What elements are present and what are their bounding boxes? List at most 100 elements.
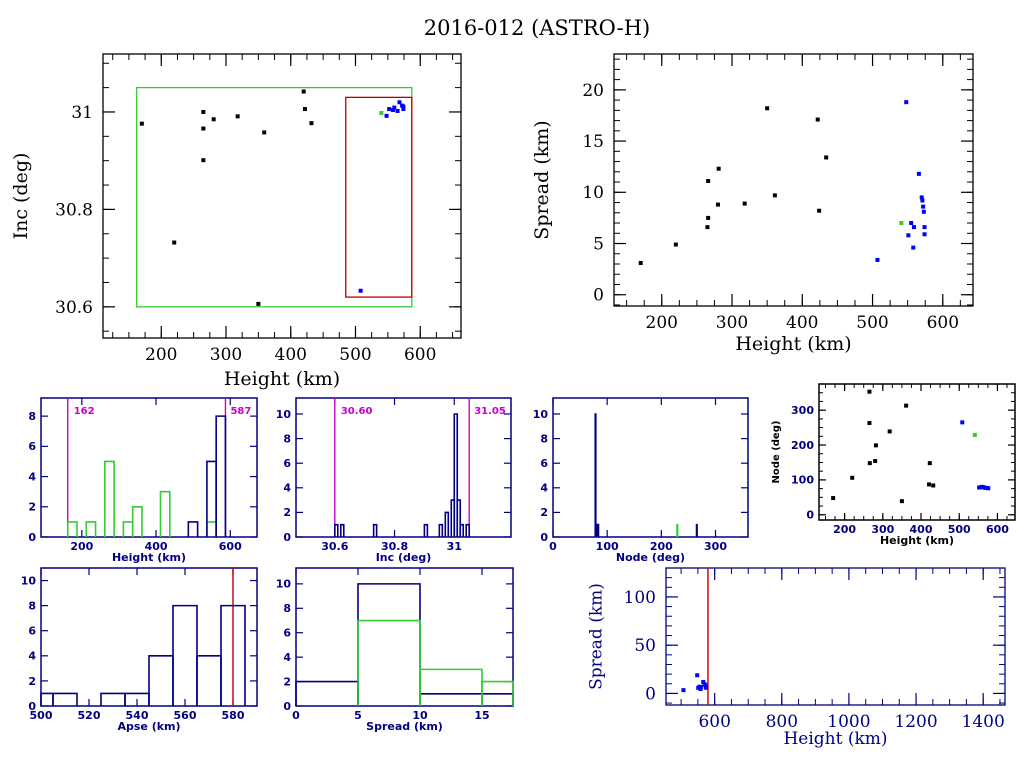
y-tick-label: 6 bbox=[28, 625, 36, 638]
data-point-debris-black bbox=[302, 107, 307, 112]
x-tick-label: 1400 bbox=[962, 712, 1005, 732]
x-tick-label: 5 bbox=[354, 709, 362, 722]
data-point-debris-blue bbox=[921, 209, 926, 214]
x-tick-label: 15 bbox=[474, 709, 489, 722]
data-point-debris-black bbox=[899, 499, 904, 504]
y-tick-label: 10 bbox=[21, 574, 37, 587]
y-tick-label: 2 bbox=[283, 675, 291, 688]
histogram-bar-navy-spread bbox=[357, 583, 421, 706]
data-point-debris-blue bbox=[922, 225, 927, 230]
y-tick-label: 0 bbox=[593, 286, 604, 306]
x-tick-label: 100 bbox=[596, 540, 619, 553]
histogram-bar-green-parent-ops bbox=[131, 505, 143, 537]
y-tick-label: 50 bbox=[634, 636, 656, 656]
y-tick-label: 20 bbox=[582, 81, 604, 101]
data-point-debris-black bbox=[706, 215, 711, 220]
x-tick-label: 500 bbox=[856, 313, 888, 333]
data-point-debris-black bbox=[772, 193, 777, 198]
histogram-bar-navy-spread bbox=[419, 692, 483, 706]
histogram-bar-green-parent-ops bbox=[85, 521, 97, 537]
data-point-debris-blue bbox=[401, 104, 406, 109]
y-axis-label: Node (deg) bbox=[771, 421, 782, 484]
x-tick-label: 200 bbox=[70, 540, 93, 553]
data-point-debris-black bbox=[850, 475, 855, 480]
x-tick-label: 300 bbox=[704, 540, 727, 553]
histogram-bar-navy-spread bbox=[481, 692, 514, 706]
y-tick-label: 8 bbox=[28, 410, 36, 423]
y-tick-label: 15 bbox=[582, 132, 604, 152]
x-axis-label: Height (km) bbox=[880, 534, 954, 547]
histogram-bar-navy-inc bbox=[453, 413, 459, 537]
data-point-debris-black bbox=[815, 117, 820, 122]
plot-frame bbox=[665, 567, 1006, 706]
data-point-debris-black bbox=[831, 496, 836, 501]
y-tick-label: 2 bbox=[283, 506, 291, 519]
y-tick-label: 2 bbox=[540, 506, 548, 519]
data-point-debris-blue bbox=[922, 232, 927, 237]
data-point-debris-blue bbox=[681, 688, 686, 693]
histogram-bar-navy-apse bbox=[100, 692, 126, 706]
data-point-debris-blue bbox=[358, 288, 363, 293]
histogram-bar-navy-inc bbox=[465, 523, 470, 537]
plot-frame bbox=[818, 383, 1016, 521]
x-tick-label: 200 bbox=[833, 523, 856, 536]
data-point-debris-black bbox=[765, 106, 770, 111]
data-point-debris-black bbox=[201, 126, 206, 131]
histogram-bar-navy-node bbox=[695, 523, 698, 537]
data-point-debris-blue bbox=[391, 108, 396, 113]
y-tick-label: 30.8 bbox=[55, 200, 93, 220]
x-tick-label: 600 bbox=[404, 345, 436, 365]
data-point-debris-blue bbox=[920, 198, 925, 203]
y-tick-label: 0 bbox=[28, 531, 36, 544]
y-tick-label: 6 bbox=[28, 440, 36, 453]
panel-node-histogram: 0 100 200 300 0 2 4 6 8 10 Node (deg) bbox=[533, 397, 749, 564]
y-tick-label: 100 bbox=[624, 588, 656, 608]
marker-label: 31.05 bbox=[474, 406, 506, 417]
x-axis-label: Height (km) bbox=[224, 368, 340, 390]
y-axis-label: Spread (km) bbox=[531, 120, 553, 239]
data-point-debris-blue bbox=[906, 233, 911, 238]
data-point-parent-green bbox=[379, 110, 384, 115]
y-tick-label: 4 bbox=[540, 482, 548, 495]
data-point-debris-black bbox=[705, 225, 710, 230]
histogram-bar-navy-apse bbox=[172, 604, 198, 706]
histogram-bar-navy-spread bbox=[295, 680, 359, 706]
x-tick-label: 520 bbox=[78, 709, 101, 722]
data-point-parent-green bbox=[899, 221, 904, 226]
y-tick-label: 8 bbox=[540, 432, 548, 445]
histogram-bar-green-parent-ops bbox=[104, 460, 115, 537]
x-tick-label: 300 bbox=[716, 313, 748, 333]
y-tick-label: 4 bbox=[283, 482, 291, 495]
x-tick-label: 500 bbox=[30, 709, 53, 722]
data-point-debris-blue bbox=[909, 221, 914, 226]
data-point-debris-black bbox=[301, 89, 306, 94]
x-tick-label: 1200 bbox=[894, 712, 937, 732]
y-axis-label: Spread (km) bbox=[587, 583, 607, 690]
y-tick-label: 0 bbox=[540, 531, 548, 544]
data-point-debris-black bbox=[887, 429, 892, 434]
data-point-debris-black bbox=[211, 117, 216, 122]
x-tick-label: 800 bbox=[766, 712, 798, 732]
y-tick-label: 10 bbox=[533, 408, 549, 421]
histogram-bar-navy-apse bbox=[148, 655, 174, 706]
data-point-debris-blue bbox=[916, 171, 921, 176]
data-point-debris-blue bbox=[384, 113, 389, 118]
data-point-parent-green bbox=[972, 432, 977, 437]
data-point-debris-black bbox=[235, 114, 240, 119]
histogram-bar-navy-inc bbox=[334, 523, 339, 537]
panel-spread-vs-height-wide: 600 800 1000 1200 1400 0 50 100 Height (km) Sprea… bbox=[587, 567, 1006, 749]
y-tick-label: 0 bbox=[645, 684, 656, 704]
data-point-debris-black bbox=[824, 155, 829, 160]
y-tick-label: 31 bbox=[71, 103, 93, 123]
histogram-bar-green-parent-ops bbox=[159, 490, 171, 537]
data-point-debris-black bbox=[927, 461, 932, 466]
x-axis-label: Height (km) bbox=[735, 333, 851, 355]
data-point-debris-blue bbox=[392, 105, 397, 110]
data-point-debris-blue bbox=[701, 680, 706, 685]
y-tick-label: 0 bbox=[283, 700, 291, 713]
histogram-bar-green-spread bbox=[419, 668, 483, 706]
y-tick-label: 10 bbox=[276, 578, 292, 591]
x-tick-label: 500 bbox=[948, 523, 971, 536]
